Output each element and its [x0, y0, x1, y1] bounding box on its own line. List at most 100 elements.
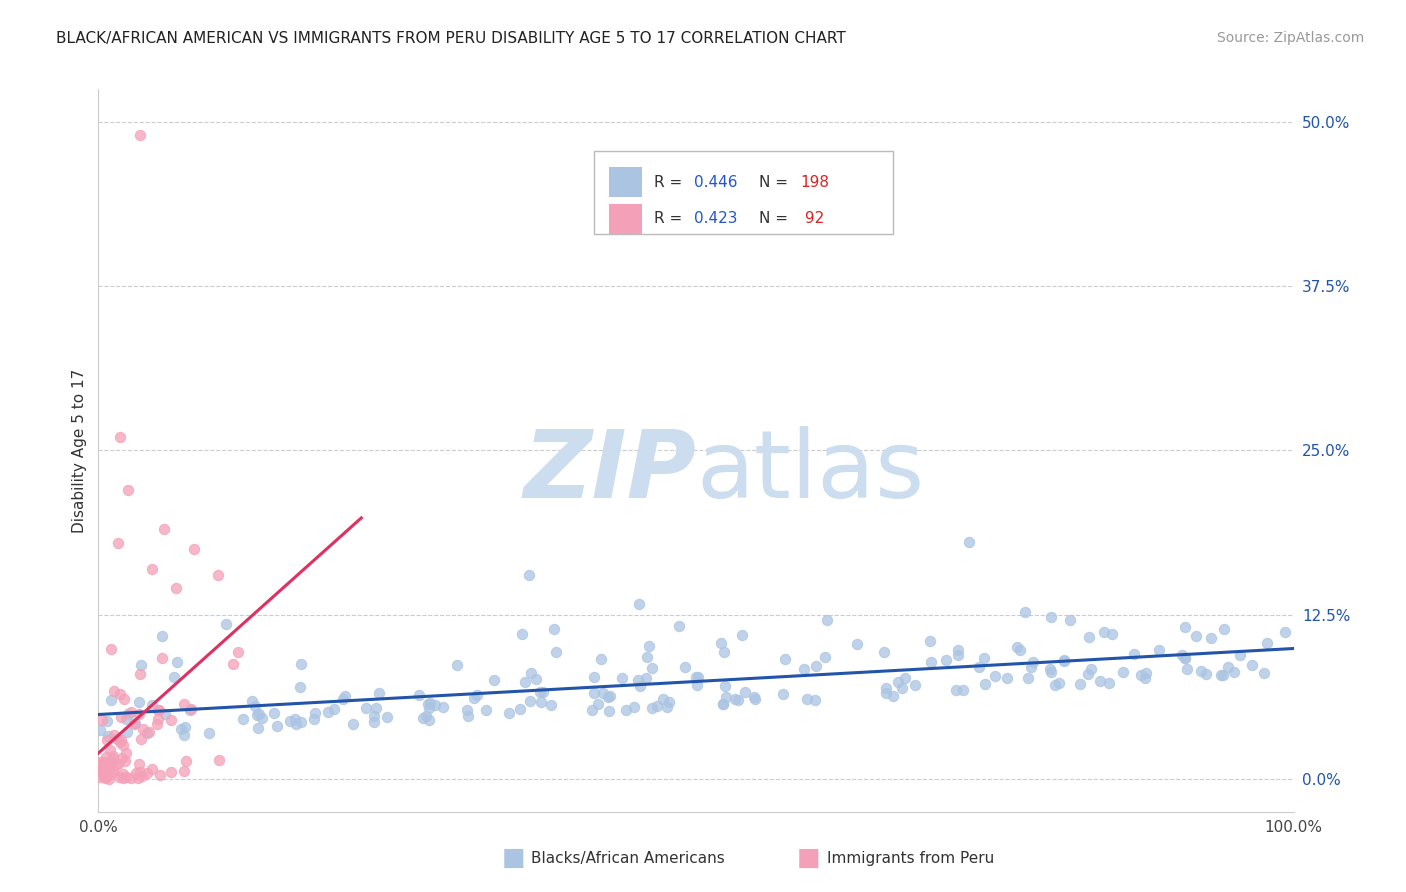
Point: [1240, 658, 1263, 673]
Point: [1256, 636, 1278, 650]
Point: [1133, 671, 1156, 685]
Point: [183, 541, 205, 556]
Point: [804, 659, 827, 673]
Point: [342, 717, 364, 731]
Point: [614, 702, 637, 716]
Point: [94, 766, 117, 780]
Point: [148, 703, 170, 717]
Point: [93, 772, 115, 786]
Point: [215, 616, 238, 631]
Point: [423, 698, 446, 713]
Point: [419, 696, 441, 710]
Point: [882, 689, 904, 703]
Point: [742, 690, 765, 704]
Point: [1229, 648, 1251, 662]
Text: 92: 92: [800, 211, 824, 227]
Point: [873, 645, 896, 659]
Point: [446, 658, 468, 673]
Point: [100, 693, 122, 707]
Point: [107, 536, 129, 550]
Point: [544, 645, 567, 659]
Point: [1174, 651, 1197, 665]
Point: [1253, 665, 1275, 680]
Point: [592, 686, 614, 700]
Point: [110, 709, 132, 723]
Point: [599, 690, 621, 704]
Point: [583, 686, 606, 700]
Point: [946, 642, 969, 657]
Point: [284, 712, 307, 726]
Point: [641, 700, 664, 714]
Point: [647, 699, 669, 714]
Point: [894, 671, 917, 685]
Text: Source: ZipAtlas.com: Source: ZipAtlas.com: [1216, 31, 1364, 45]
Point: [173, 697, 195, 711]
Point: [589, 652, 612, 666]
Point: [1111, 665, 1133, 679]
Point: [1059, 613, 1081, 627]
Point: [115, 771, 138, 785]
Point: [138, 724, 160, 739]
Point: [89, 770, 111, 784]
Bar: [595, 151, 893, 234]
Point: [127, 771, 149, 785]
Point: [91, 756, 114, 771]
Point: [638, 639, 661, 653]
Point: [530, 695, 553, 709]
Point: [710, 636, 733, 650]
Text: atlas: atlas: [696, 426, 924, 518]
Text: 198: 198: [800, 175, 830, 190]
Point: [1092, 625, 1115, 640]
Point: [711, 697, 734, 711]
Point: [246, 722, 269, 736]
Point: [612, 671, 634, 685]
Point: [688, 670, 710, 684]
Point: [141, 698, 163, 712]
Point: [160, 713, 183, 727]
Point: [1147, 643, 1170, 657]
Point: [285, 717, 308, 731]
Point: [122, 716, 145, 731]
Point: [94, 755, 117, 769]
Point: [150, 629, 173, 643]
Point: [626, 673, 648, 688]
Point: [651, 692, 673, 706]
Point: [408, 689, 430, 703]
Point: [90, 756, 112, 770]
Point: [104, 756, 127, 771]
Point: [415, 708, 437, 723]
Point: [163, 670, 186, 684]
Point: [159, 765, 181, 780]
Point: [91, 713, 114, 727]
Point: [363, 714, 385, 729]
Point: [240, 694, 263, 708]
Text: R =: R =: [654, 175, 688, 190]
Point: [125, 765, 148, 780]
Point: [375, 710, 398, 724]
Point: [101, 764, 124, 778]
Point: [845, 637, 868, 651]
Text: ■: ■: [797, 847, 820, 870]
Point: [668, 619, 690, 633]
Point: [100, 755, 122, 769]
Point: [91, 765, 114, 780]
Point: [724, 692, 747, 706]
Point: [995, 671, 1018, 685]
Point: [141, 762, 163, 776]
Point: [1223, 665, 1246, 680]
Point: [744, 692, 766, 706]
Point: [90, 764, 112, 779]
Point: [94, 766, 117, 780]
Point: [1174, 651, 1197, 665]
Point: [1053, 653, 1076, 667]
Point: [146, 703, 169, 717]
Point: [114, 754, 136, 768]
Point: [90, 764, 112, 778]
Point: [266, 719, 288, 733]
Point: [288, 680, 311, 694]
Point: [174, 754, 197, 768]
Point: [432, 700, 454, 714]
Point: [517, 568, 540, 582]
Point: [278, 714, 301, 728]
Point: [418, 698, 440, 712]
